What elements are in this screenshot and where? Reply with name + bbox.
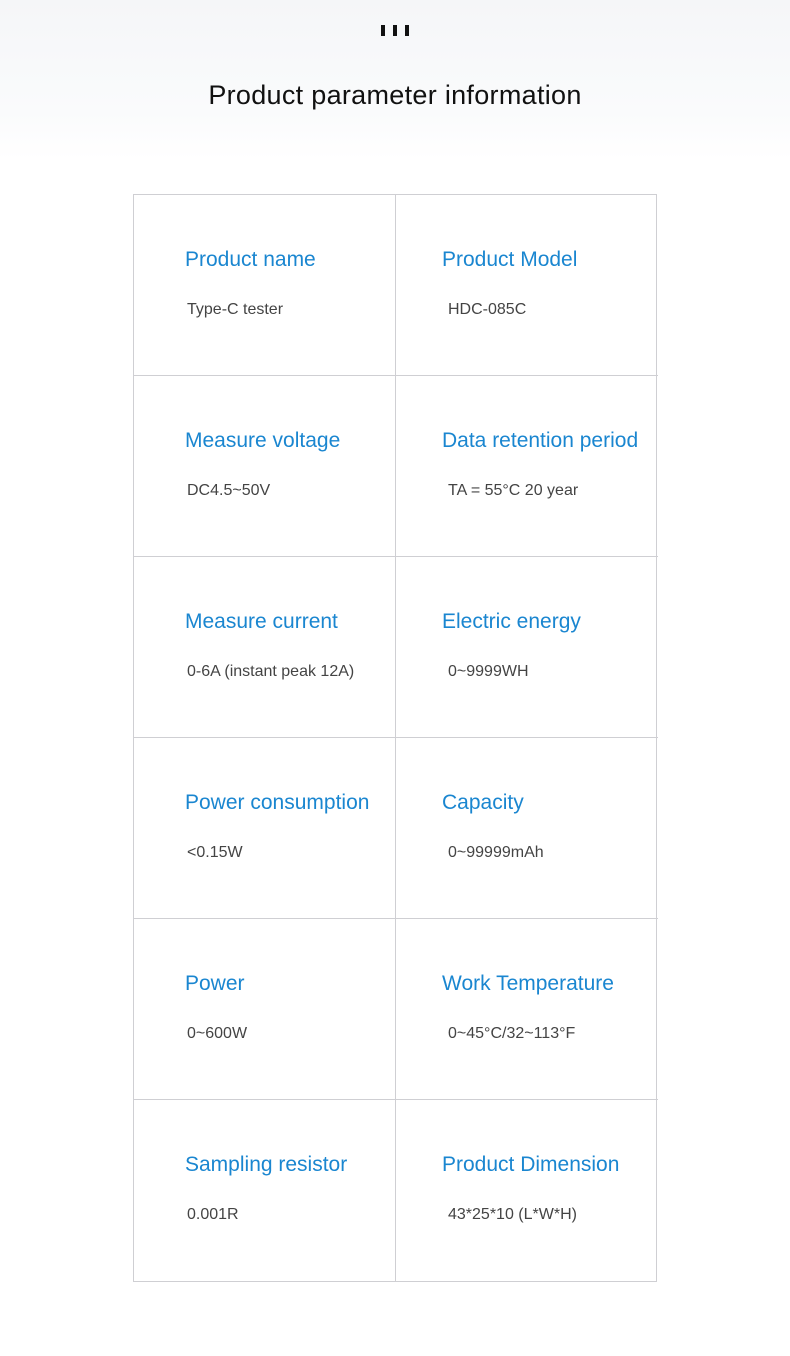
param-value: <0.15W (187, 844, 243, 861)
param-cell: Product Model HDC-085C (396, 195, 658, 376)
param-label: Measure voltage (185, 429, 341, 452)
page-title: Product parameter information (208, 80, 582, 110)
param-label: Power (185, 972, 245, 995)
param-label: Product Dimension (442, 1153, 620, 1176)
param-value: 0~99999mAh (448, 844, 544, 861)
param-label: Product name (185, 248, 316, 271)
param-label: Sampling resistor (185, 1153, 348, 1176)
param-cell: Power 0~600W (134, 919, 396, 1100)
param-value: 0~600W (187, 1025, 248, 1042)
param-cell: Product name Type-C tester (134, 195, 396, 376)
param-cell: Capacity 0~99999mAh (396, 738, 658, 919)
param-cell: Measure current 0-6A (instant peak 12A) (134, 557, 396, 738)
param-label: Capacity (442, 791, 524, 814)
param-cell: Power consumption <0.15W (134, 738, 396, 919)
decorative-bars-icon (381, 25, 409, 36)
param-cell: Electric energy 0~9999WH (396, 557, 658, 738)
param-label: Product Model (442, 248, 578, 271)
param-value: 43*25*10 (L*W*H) (448, 1206, 577, 1223)
param-value: Type-C tester (187, 301, 284, 318)
param-value: 0~9999WH (448, 663, 529, 680)
param-value: TA = 55°C 20 year (448, 482, 579, 499)
param-value: 0-6A (instant peak 12A) (187, 663, 355, 680)
param-value: HDC-085C (448, 301, 527, 318)
parameter-table: Product name Type-C tester Product Model H… (133, 194, 658, 1282)
param-cell: Product Dimension 43*25*10 (L*W*H) (396, 1100, 658, 1281)
param-cell: Work Temperature 0~45°C/32~113°F (396, 919, 658, 1100)
param-cell: Measure voltage DC4.5~50V (134, 376, 396, 557)
param-value: DC4.5~50V (187, 482, 271, 499)
param-label: Power consumption (185, 791, 370, 814)
param-label: Work Temperature (442, 972, 614, 995)
param-value: 0.001R (187, 1206, 239, 1223)
param-cell: Sampling resistor 0.001R (134, 1100, 396, 1281)
param-value: 0~45°C/32~113°F (448, 1025, 576, 1042)
param-label: Measure current (185, 610, 338, 633)
param-cell: Data retention period TA = 55°C 20 year (396, 376, 658, 557)
param-label: Electric energy (442, 610, 581, 633)
param-label: Data retention period (442, 429, 639, 452)
